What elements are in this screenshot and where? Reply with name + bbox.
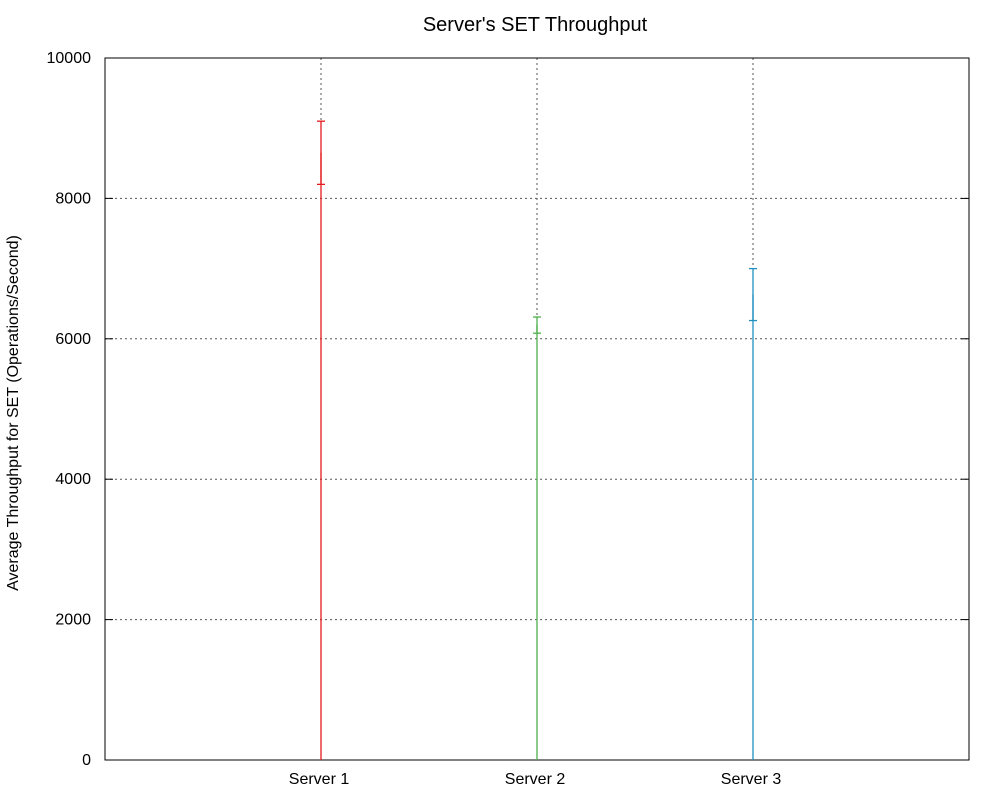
- y-tick-label: 8000: [55, 190, 91, 207]
- x-tick-label: Server 1: [289, 771, 350, 788]
- y-tick-label: 4000: [55, 471, 91, 488]
- y-axis-label: Average Throughput for SET (Operations/S…: [5, 235, 22, 591]
- y-tick-label: 2000: [55, 612, 91, 629]
- y-tick-label: 6000: [55, 331, 91, 348]
- tick-labels: 0 2000 4000 6000 8000 10000 Server 1 Server 2 Se…: [47, 50, 782, 788]
- bars: [317, 120, 757, 760]
- x-tick-label: Server 2: [505, 771, 566, 788]
- y-tick-label: 0: [82, 752, 91, 769]
- y-tick-label: 10000: [47, 50, 92, 67]
- x-tick-label: Server 3: [721, 771, 782, 788]
- chart-title: Server's SET Throughput: [423, 14, 648, 36]
